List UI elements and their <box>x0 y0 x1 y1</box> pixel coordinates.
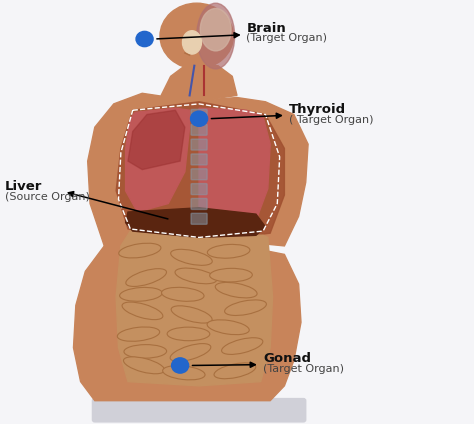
Ellipse shape <box>207 320 249 335</box>
Ellipse shape <box>118 327 160 341</box>
Text: (Source Organ): (Source Organ) <box>5 192 90 202</box>
Ellipse shape <box>163 365 205 380</box>
Ellipse shape <box>118 243 161 258</box>
Ellipse shape <box>124 357 164 374</box>
Ellipse shape <box>119 287 162 301</box>
Ellipse shape <box>197 3 235 69</box>
Ellipse shape <box>160 3 233 69</box>
FancyBboxPatch shape <box>191 213 207 224</box>
Polygon shape <box>126 208 265 237</box>
Text: ( Target Organ): ( Target Organ) <box>289 114 374 125</box>
Ellipse shape <box>167 327 210 341</box>
Ellipse shape <box>182 31 201 54</box>
Polygon shape <box>199 108 270 229</box>
Ellipse shape <box>214 363 256 379</box>
Ellipse shape <box>162 287 204 301</box>
Text: Liver: Liver <box>5 180 42 193</box>
Polygon shape <box>116 231 273 386</box>
Ellipse shape <box>200 8 231 51</box>
Circle shape <box>191 111 208 126</box>
Ellipse shape <box>171 306 212 323</box>
FancyBboxPatch shape <box>191 198 207 209</box>
Ellipse shape <box>221 338 263 354</box>
Polygon shape <box>128 110 185 170</box>
FancyBboxPatch shape <box>191 169 207 180</box>
FancyBboxPatch shape <box>191 139 207 150</box>
Ellipse shape <box>175 268 217 284</box>
FancyBboxPatch shape <box>92 399 306 422</box>
Polygon shape <box>73 237 301 401</box>
FancyBboxPatch shape <box>191 124 207 135</box>
Ellipse shape <box>215 282 257 298</box>
Ellipse shape <box>210 268 252 282</box>
Ellipse shape <box>171 249 212 265</box>
Text: Thyroid: Thyroid <box>289 103 346 116</box>
Ellipse shape <box>170 343 211 361</box>
Text: (Target Organ): (Target Organ) <box>263 364 344 374</box>
Circle shape <box>172 358 189 373</box>
Text: (Target Organ): (Target Organ) <box>246 33 328 43</box>
Ellipse shape <box>122 302 163 320</box>
Polygon shape <box>88 93 308 246</box>
FancyBboxPatch shape <box>191 154 207 165</box>
FancyBboxPatch shape <box>191 109 207 120</box>
Ellipse shape <box>225 300 266 315</box>
Polygon shape <box>126 108 190 212</box>
Ellipse shape <box>124 345 166 358</box>
Ellipse shape <box>207 244 250 258</box>
Circle shape <box>136 31 153 47</box>
Text: Gonad: Gonad <box>263 352 311 365</box>
Ellipse shape <box>126 269 166 287</box>
Text: Brain: Brain <box>246 22 286 35</box>
Polygon shape <box>161 66 237 100</box>
FancyBboxPatch shape <box>191 184 207 195</box>
Polygon shape <box>116 102 284 242</box>
